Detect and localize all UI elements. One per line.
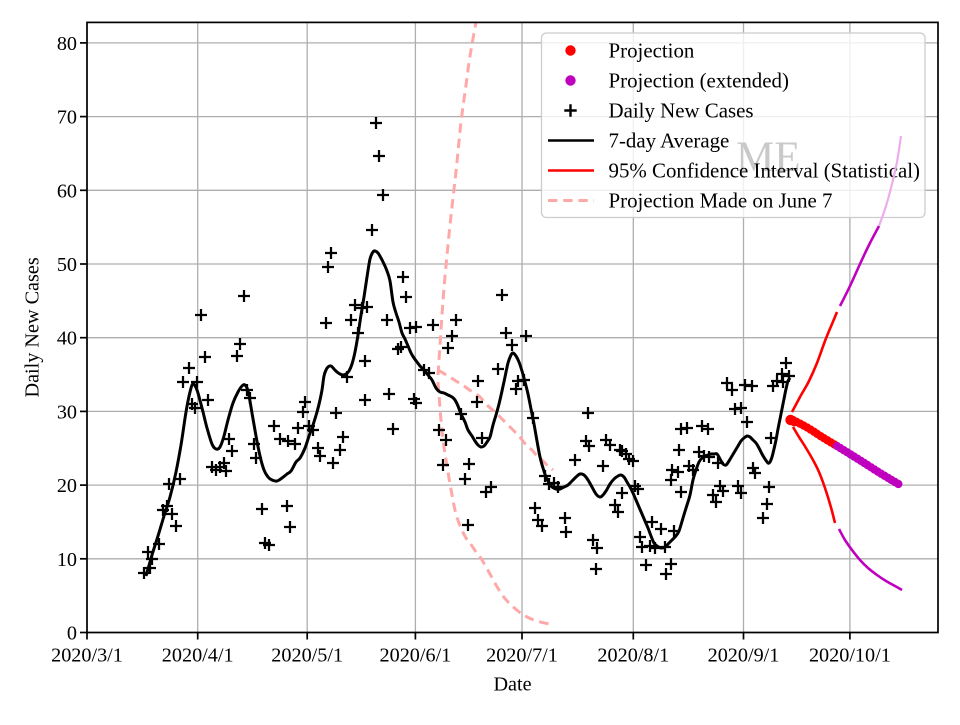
svg-text:20: 20: [57, 475, 77, 497]
svg-text:Projection (extended): Projection (extended): [609, 69, 789, 93]
svg-text:Projection Made on June 7: Projection Made on June 7: [609, 189, 833, 213]
svg-text:2020/9/1: 2020/9/1: [708, 645, 780, 667]
svg-text:80: 80: [57, 33, 77, 55]
svg-text:2020/7/1: 2020/7/1: [486, 645, 558, 667]
svg-text:60: 60: [57, 180, 77, 202]
svg-text:Date: Date: [493, 674, 531, 696]
svg-text:50: 50: [57, 254, 77, 276]
svg-text:2020/4/1: 2020/4/1: [162, 645, 234, 667]
svg-text:2020/10/1: 2020/10/1: [809, 645, 891, 667]
svg-text:10: 10: [57, 549, 77, 571]
svg-text:2020/3/1: 2020/3/1: [51, 645, 123, 667]
svg-text:Projection: Projection: [609, 39, 695, 63]
svg-text:95% Confidence Interval (Stati: 95% Confidence Interval (Statistical): [609, 159, 921, 183]
svg-text:2020/5/1: 2020/5/1: [271, 645, 343, 667]
svg-text:Daily New Cases: Daily New Cases: [22, 257, 44, 397]
svg-text:ME: ME: [736, 134, 801, 181]
svg-text:70: 70: [57, 107, 77, 129]
svg-text:2020/6/1: 2020/6/1: [380, 645, 452, 667]
svg-text:Daily New Cases: Daily New Cases: [609, 99, 754, 123]
svg-text:40: 40: [57, 328, 77, 350]
svg-text:0: 0: [67, 623, 77, 645]
svg-text:7-day Average: 7-day Average: [609, 129, 730, 153]
svg-text:30: 30: [57, 401, 77, 423]
svg-text:2020/8/1: 2020/8/1: [597, 645, 669, 667]
